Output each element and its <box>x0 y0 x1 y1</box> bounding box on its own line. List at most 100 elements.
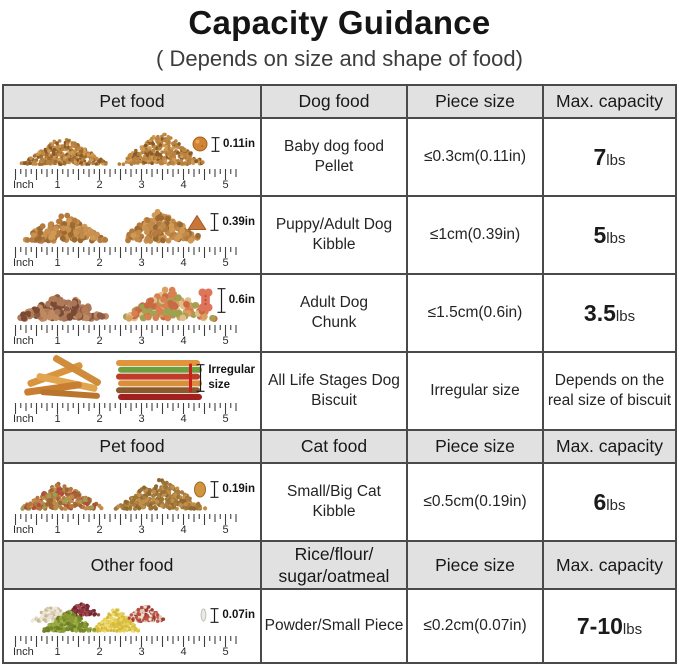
size-measure-label: 0.39in <box>222 215 255 228</box>
capacity-value: 7-10 <box>576 612 623 639</box>
ruler-mark-label: 1 <box>54 413 61 425</box>
size-measure-label: 0.07in <box>222 608 255 621</box>
food-name: Small/Big Cat Kibble <box>287 483 381 520</box>
capacity-cell: 7 lbs <box>544 119 675 195</box>
piece-size-sample: 0.19in <box>193 470 255 508</box>
header-label-max-capacity: Max. capacity <box>556 91 663 112</box>
food-size-illustration: Inch 1 2 3 4 5 0.11in <box>4 119 260 195</box>
food-illustration-cell: Inch 1 2 3 4 5 0.39in <box>4 197 262 273</box>
capacity-text: 7-10 lbs <box>577 613 642 640</box>
header-label-max-capacity: Max. capacity <box>556 436 663 457</box>
header-label-piece-size: Piece size <box>435 91 515 112</box>
capacity-cell: 5 lbs <box>544 197 675 273</box>
header-cell-food: Other food <box>4 542 262 588</box>
capacity-text: Depends on the real size of biscuit <box>548 371 671 411</box>
header-cell-food: Pet food <box>4 86 262 117</box>
ruler-labels: Inch 1 2 3 4 5 <box>4 335 260 348</box>
capacity-unit: lbs <box>606 151 626 169</box>
food-size-illustration: Inch 1 2 3 4 5 0.07in <box>4 590 260 662</box>
piece-size-cell: ≤0.2cm(0.07in) <box>408 590 544 662</box>
food-name-cell: Powder/Small Piece <box>262 590 408 662</box>
capacity-text: 6 lbs <box>594 489 626 516</box>
piece-size-value: ≤1.5cm(0.6in) <box>427 304 523 322</box>
header-label-food: Pet food <box>99 91 165 112</box>
measure-bracket-icon <box>210 213 219 231</box>
inch-ruler-image <box>14 247 237 258</box>
capacity-cell: 7-10 lbs <box>544 590 675 662</box>
header-cell-food: Pet food <box>4 431 262 462</box>
inch-ruler-image <box>14 403 237 414</box>
capacity-unit: lbs <box>622 620 643 638</box>
table-row: Inch 1 2 3 4 5 0.07in Powder/Small Piece ≤0.2c… <box>4 590 675 662</box>
ruler-mark-label: 4 <box>180 646 187 658</box>
header-label-piece-size: Piece size <box>435 436 515 457</box>
capacity-unit: lbs <box>615 307 636 325</box>
ruler-mark-label: 5 <box>222 413 229 425</box>
ruler-unit-label: Inch <box>13 646 34 658</box>
capacity-value: 7 <box>593 143 607 170</box>
ruler-unit-label: Inch <box>13 413 34 425</box>
ruler-labels: Inch 1 2 3 4 5 <box>4 646 260 659</box>
capacity-value: 6 <box>593 488 607 515</box>
ruler-mark-label: 3 <box>138 179 145 191</box>
food-pile-image <box>92 608 141 633</box>
table-row: Inch 1 2 3 4 5 0.19in Small/Big Cat Kibble ≤0.… <box>4 464 675 542</box>
food-pile-image <box>125 208 201 244</box>
food-pile-image <box>19 138 108 166</box>
header-cell-max-capacity: Max. capacity <box>544 542 675 588</box>
food-pile-image <box>125 605 166 623</box>
ruler-mark-label: 3 <box>138 524 145 536</box>
capacity-table: Pet food Dog food Piece size Max. capaci… <box>2 84 677 664</box>
food-pile-image <box>22 212 109 244</box>
food-pile-image <box>42 609 97 633</box>
capacity-text: 7 lbs <box>594 144 626 171</box>
piece-size-cell: ≤0.5cm(0.19in) <box>408 464 544 540</box>
size-measure-label: Irregular size <box>208 364 255 391</box>
ruler-mark-label: 3 <box>138 257 145 269</box>
table-row: Inch 1 2 3 4 5 Irregular size All Life Stages … <box>4 353 675 431</box>
food-illustration-cell: Inch 1 2 3 4 5 0.11in <box>4 119 262 195</box>
capacity-text: 3.5 lbs <box>584 300 635 327</box>
food-name-cell: Baby dog food Pellet <box>262 119 408 195</box>
bone-biscuit-icon <box>198 288 213 312</box>
ruler-mark-label: 3 <box>138 413 145 425</box>
inch-ruler-image <box>14 325 237 336</box>
ruler-unit-label: Inch <box>13 524 34 536</box>
food-name: Baby dog food Pellet <box>284 138 384 175</box>
food-illustration-cell: Inch 1 2 3 4 5 0.07in <box>4 590 262 662</box>
ruler-labels: Inch 1 2 3 4 5 <box>4 524 260 537</box>
inch-ruler-image <box>14 636 237 647</box>
ruler-mark-label: 5 <box>222 524 229 536</box>
food-name: Powder/Small Piece <box>264 617 404 635</box>
ruler-mark-label: 5 <box>222 179 229 191</box>
grain-icon <box>200 608 207 622</box>
ruler-mark-label: 4 <box>180 257 187 269</box>
biscuit-sticks-image <box>24 355 202 400</box>
size-measure-label: 0.19in <box>222 482 255 495</box>
header-label-piece-size: Piece size <box>435 554 515 575</box>
piece-size-cell: ≤1cm(0.39in) <box>408 197 544 273</box>
food-pile-image <box>113 478 208 511</box>
piece-size-sample: 0.6in <box>197 281 255 319</box>
measure-bracket-icon <box>210 607 219 623</box>
header-cell-piece-size: Piece size <box>408 431 544 462</box>
header-cell-type: Rice/flour/ sugar/oatmeal <box>262 542 408 588</box>
measure-bracket-icon <box>196 364 205 392</box>
ruler-mark-label: 1 <box>54 524 61 536</box>
header-cell-max-capacity: Max. capacity <box>544 431 675 462</box>
piece-size-sample: 0.11in <box>192 125 255 163</box>
ruler-mark-label: 1 <box>54 335 61 347</box>
food-name: All Life Stages Dog Biscuit <box>268 372 400 409</box>
ruler-labels: Inch 1 2 3 4 5 <box>4 257 260 270</box>
food-pile-image <box>122 286 218 322</box>
ruler-mark-label: 2 <box>96 179 103 191</box>
ruler-labels: Inch 1 2 3 4 5 <box>4 179 260 192</box>
food-pile-image <box>20 481 104 511</box>
capacity-guidance-page: Capacity Guidance ( Depends on size and … <box>0 4 679 664</box>
piece-size-value: ≤1cm(0.39in) <box>429 226 521 244</box>
ruler-unit-label: Inch <box>13 257 34 269</box>
capacity-text: 5 lbs <box>594 222 626 249</box>
header-cell-type: Dog food <box>262 86 408 117</box>
ruler-mark-label: 3 <box>138 335 145 347</box>
capacity-cell: Depends on the real size of biscuit <box>544 353 675 429</box>
